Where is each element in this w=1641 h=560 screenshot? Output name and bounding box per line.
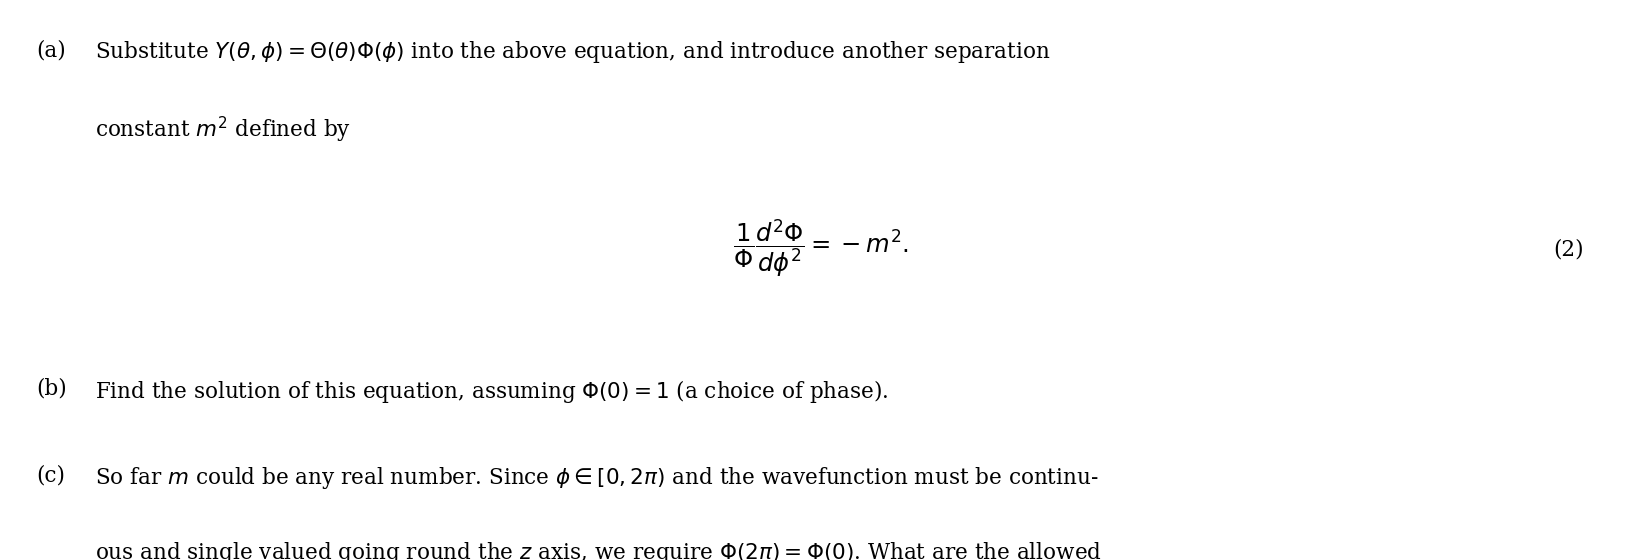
Text: (2): (2) — [1552, 238, 1584, 260]
Text: (c): (c) — [36, 465, 66, 487]
Text: (a): (a) — [36, 39, 66, 61]
Text: Find the solution of this equation, assuming $\Phi(0) = 1$ (a choice of phase).: Find the solution of this equation, assu… — [95, 378, 888, 405]
Text: So far $m$ could be any real number. Since $\phi \in [0, 2\pi)$ and the wavefunc: So far $m$ could be any real number. Sin… — [95, 465, 1099, 491]
Text: (b): (b) — [36, 378, 67, 400]
Text: $\dfrac{1}{\Phi}\dfrac{d^2\Phi}{d\phi^2} = -m^2.$: $\dfrac{1}{\Phi}\dfrac{d^2\Phi}{d\phi^2}… — [732, 218, 909, 281]
Text: ous and single valued going round the $z$ axis, we require $\Phi(2\pi) = \Phi(0): ous and single valued going round the $z… — [95, 540, 1103, 560]
Text: constant $m^2$ defined by: constant $m^2$ defined by — [95, 115, 351, 145]
Text: Substitute $Y(\theta,\phi) = \Theta(\theta)\Phi(\phi)$ into the above equation, : Substitute $Y(\theta,\phi) = \Theta(\the… — [95, 39, 1050, 65]
